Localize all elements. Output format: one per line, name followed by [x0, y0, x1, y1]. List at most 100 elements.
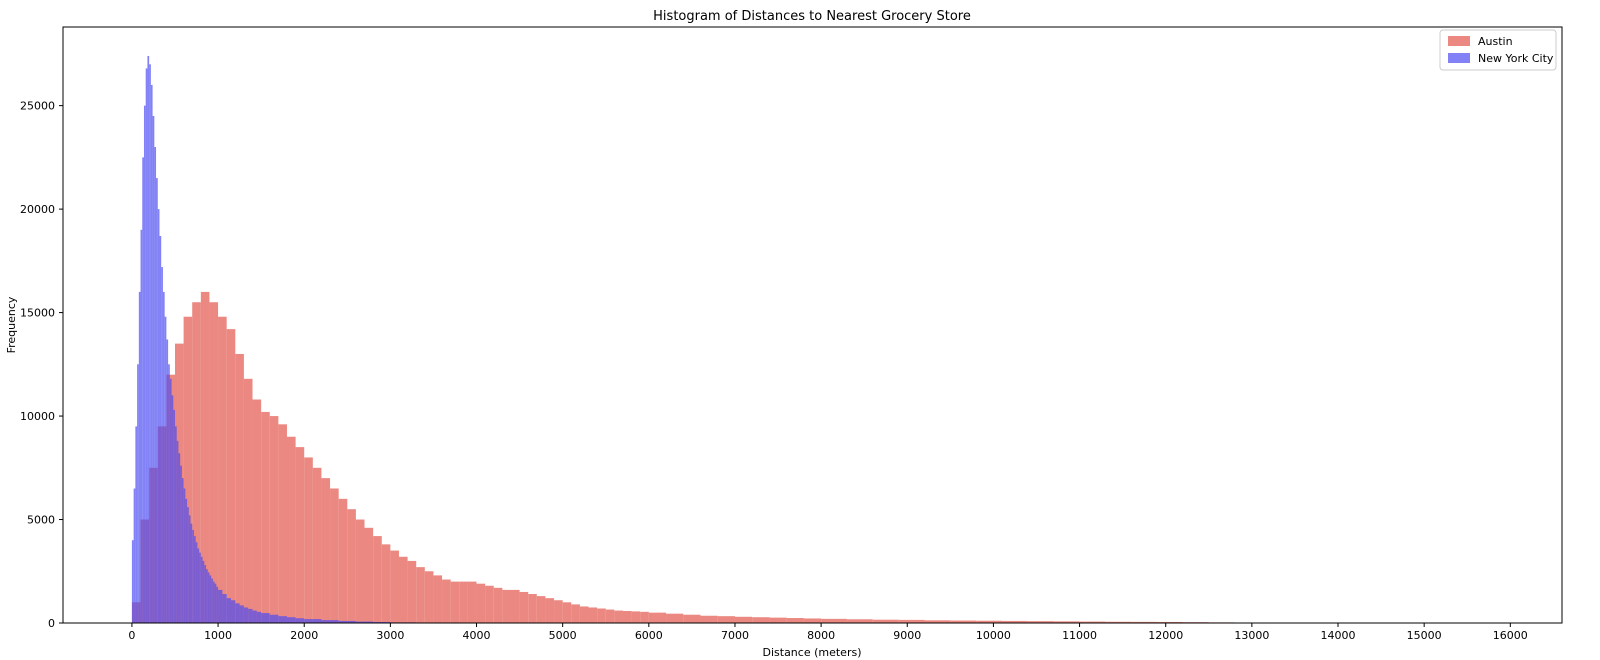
plot-area	[131, 55, 1519, 624]
histogram-bar	[230, 600, 236, 623]
histogram-bar	[752, 617, 770, 623]
histogram-bar	[416, 567, 425, 624]
histogram-bar	[199, 552, 201, 623]
histogram-bar	[562, 602, 572, 623]
histogram-bar	[373, 621, 391, 623]
histogram-bar	[330, 488, 339, 623]
histogram-bar	[131, 540, 134, 623]
histogram-bar	[188, 515, 191, 623]
histogram-bar	[173, 409, 175, 623]
histogram-bar	[485, 585, 494, 623]
x-tick-label: 16000	[1493, 629, 1528, 642]
histogram-bar	[597, 608, 606, 623]
histogram-bar	[373, 536, 382, 623]
histogram-bar	[185, 498, 188, 623]
x-tick-label: 1000	[204, 629, 232, 642]
histogram-bar	[554, 600, 563, 623]
histogram-bar	[424, 571, 434, 623]
histogram-bar	[216, 586, 219, 623]
histogram-bar	[769, 617, 787, 623]
histogram-bar	[200, 556, 203, 623]
y-tick-label: 10000	[20, 410, 55, 423]
histogram-bar	[162, 291, 165, 623]
histogram-bar	[872, 619, 899, 623]
histogram-bar	[321, 620, 339, 623]
histogram-bar	[214, 583, 217, 623]
x-axis-label: Distance (meters)	[763, 646, 862, 659]
histogram-bar	[181, 478, 184, 623]
histogram-bar	[202, 560, 205, 623]
histogram-bar	[398, 556, 408, 623]
legend: Austin New York City	[1439, 29, 1557, 71]
histogram-bar	[390, 550, 399, 623]
histogram-bar	[846, 619, 873, 623]
x-tick-label: 11000	[1062, 629, 1097, 642]
histogram-bar	[256, 611, 262, 623]
histogram-bar	[295, 447, 305, 623]
histogram-bar	[450, 581, 460, 623]
x-tick-label: 8000	[807, 629, 835, 642]
histogram-bar	[312, 467, 322, 623]
histogram-bar	[239, 605, 244, 623]
histogram-bar	[183, 316, 193, 623]
histogram-bar	[193, 536, 196, 623]
histogram-bar	[338, 620, 356, 623]
y-tick-label: 5000	[27, 514, 55, 527]
y-tick-label: 25000	[20, 100, 55, 113]
histogram-bar	[976, 620, 1003, 623]
histogram-bar	[407, 560, 417, 623]
histogram-bar	[145, 68, 148, 623]
histogram-bar	[536, 596, 546, 623]
histogram-bar	[338, 498, 348, 623]
histogram-bar	[347, 509, 356, 623]
x-axis-ticks: 0 1000 2000 3000 4000 5000 6000 7000 8000 9000 100…	[128, 623, 1528, 642]
histogram-bar	[209, 575, 212, 623]
histogram-bar	[278, 424, 287, 623]
histogram-bar	[195, 542, 198, 623]
histogram-bar	[381, 544, 391, 623]
x-tick-label: 6000	[635, 629, 663, 642]
histogram-bar	[156, 178, 158, 623]
histogram-bar	[137, 364, 139, 623]
histogram-bar	[269, 614, 279, 623]
histogram-bar	[1002, 620, 1028, 623]
histogram-bar	[248, 608, 253, 623]
histogram-bar	[510, 589, 520, 623]
histogram-bar	[190, 523, 193, 623]
histogram-bar	[614, 610, 623, 623]
plot-frame	[62, 26, 1563, 624]
histogram-bar	[286, 436, 296, 623]
histogram-bar	[734, 616, 753, 623]
histogram-bar	[161, 267, 163, 623]
histogram-bar	[545, 598, 555, 623]
histogram-bar	[304, 619, 322, 623]
histogram-bar	[135, 426, 138, 623]
legend-swatch	[1448, 53, 1470, 63]
histogram-bar	[1131, 621, 1158, 623]
chart-title: Histogram of Distances to Nearest Grocer…	[653, 9, 971, 24]
histogram-bar	[459, 581, 468, 623]
histogram-bar	[212, 581, 215, 623]
histogram-bar	[278, 616, 287, 623]
x-tick-label: 3000	[376, 629, 404, 642]
histogram-bar	[235, 353, 244, 623]
histogram-bar	[261, 411, 270, 623]
x-tick-label: 13000	[1234, 629, 1269, 642]
x-tick-label: 2000	[290, 629, 318, 642]
histogram-bar	[355, 519, 365, 623]
histogram-bar	[168, 364, 170, 623]
x-tick-label: 10000	[976, 629, 1011, 642]
histogram-bar	[152, 115, 155, 624]
histogram-bar	[1157, 621, 1183, 623]
x-tick-label: 14000	[1321, 629, 1356, 642]
histogram-bar	[1053, 621, 1080, 623]
histogram-bar	[433, 575, 443, 623]
histogram-bar	[700, 615, 718, 623]
histogram-bar	[631, 611, 641, 623]
histogram-bar	[442, 579, 451, 623]
histogram-bar	[1027, 621, 1054, 623]
histogram-bar	[206, 569, 208, 623]
x-tick-label: 9000	[893, 629, 921, 642]
histogram-bar	[235, 603, 240, 623]
histogram-bar	[502, 589, 511, 623]
